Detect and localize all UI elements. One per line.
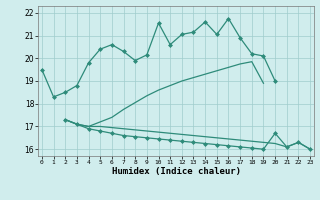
X-axis label: Humidex (Indice chaleur): Humidex (Indice chaleur): [111, 167, 241, 176]
